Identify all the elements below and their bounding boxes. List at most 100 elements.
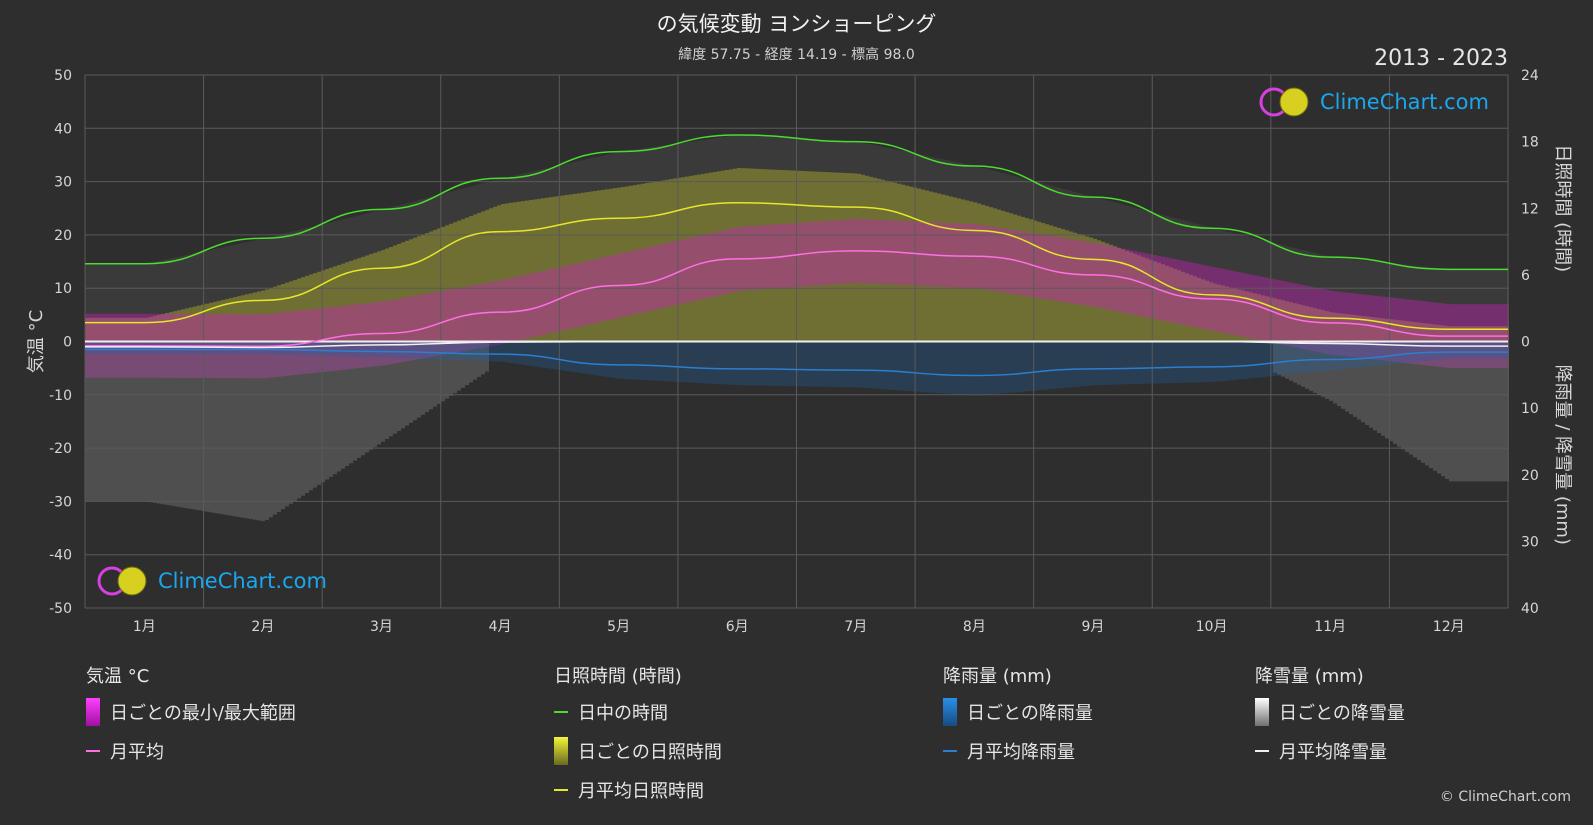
rain-daily-bar [709, 341, 713, 384]
snow-daily-bar [1337, 341, 1341, 407]
sunshine-daily-bar [1477, 326, 1481, 342]
rain-daily-bar [1149, 341, 1153, 384]
sunshine-daily-bar [817, 171, 821, 342]
daylight-band [1493, 269, 1497, 342]
temp-range-bar [473, 285, 477, 350]
sunshine-daily-bar [1313, 308, 1317, 342]
temp-range-bar [529, 273, 533, 338]
rain-daily-bar [1497, 341, 1501, 359]
snow-daily-bar [1353, 341, 1357, 417]
sunshine-daily-bar [529, 200, 533, 342]
rain-daily-bar [1093, 341, 1097, 386]
rain-daily-bar [741, 341, 745, 386]
rain-daily-bar [109, 341, 113, 355]
rain-daily-bar [977, 341, 981, 396]
sunshine-daily-bar [613, 188, 617, 342]
sunshine-daily-bar [85, 317, 89, 342]
temp-range-bar [453, 288, 457, 353]
temp-range-bar [1177, 259, 1181, 324]
daylight-band [213, 248, 217, 342]
y-right-hours-tick-label: 18 [1521, 135, 1539, 151]
daylight-band [249, 241, 253, 342]
snow-daily-bar [465, 341, 469, 386]
temp-range-bar [1353, 293, 1357, 358]
rain-daily-bar [829, 341, 833, 387]
sunshine-daily-bar [1205, 280, 1209, 342]
rain-daily-bar [521, 341, 525, 365]
snow-daily-bar [1397, 341, 1401, 447]
sunshine-daily-bar [1309, 307, 1313, 342]
rain-daily-bar [637, 341, 641, 380]
temp-range-bar [1125, 249, 1129, 314]
sunshine-daily-bar [161, 313, 165, 342]
rain-daily-bar [433, 341, 437, 360]
daylight-band [173, 257, 177, 342]
temp-range-bar [493, 281, 497, 346]
snow-daily-bar [369, 341, 373, 450]
daylight-band [1353, 259, 1357, 342]
snow-daily-bar [485, 341, 489, 372]
rain-daily-bar [1465, 341, 1469, 359]
snow-daily-bar [325, 341, 329, 480]
sunshine-daily-bar [113, 317, 117, 342]
snow-daily-bar [473, 341, 477, 380]
rain-daily-bar [845, 341, 849, 388]
temp-range-bar [293, 311, 297, 376]
rain-daily-bar [669, 341, 673, 382]
rain-daily-bar [485, 341, 489, 362]
sunshine-daily-bar [973, 202, 977, 342]
temp-range-bar [513, 277, 517, 342]
rain-daily-bar [1401, 341, 1405, 364]
sunshine-daily-bar [321, 270, 325, 342]
sunshine-daily-swatch [554, 736, 568, 765]
temp-range-bar [1321, 289, 1325, 353]
sunshine-daily-bar [993, 208, 997, 342]
temp-range-bar [401, 298, 405, 362]
rain-daily-bar [169, 341, 173, 355]
sunshine-daily-bar [149, 316, 153, 342]
daylight-band [261, 238, 265, 342]
temp-range-bar [637, 249, 641, 314]
temp-range-bar [1325, 289, 1329, 354]
sunshine-daily-bar [893, 182, 897, 342]
rain-daily-bar [553, 341, 557, 370]
sunshine-daily-bar [465, 217, 469, 342]
sunshine-daily-bar [393, 245, 397, 342]
sunshine-daily-bar [217, 300, 221, 342]
sunshine-daily-bar [841, 172, 845, 342]
daylight-band [1461, 269, 1465, 342]
temp-range-bar [1429, 301, 1433, 366]
rain-daily-bar [409, 341, 413, 359]
temp-range-bar [393, 299, 397, 364]
temp-range-bar [1409, 299, 1413, 364]
rain-daily-bar [441, 341, 445, 360]
sunshine-daily-bar [229, 298, 233, 342]
rain-daily-bar [1501, 341, 1505, 359]
rain-daily-bar [661, 341, 665, 382]
sunshine-daily-bar [609, 188, 613, 342]
sunshine-daily-bar [657, 181, 661, 342]
sunshine-daily-bar [877, 178, 881, 342]
temp-range-bar [1021, 231, 1025, 296]
rain-daily-bar [141, 341, 145, 355]
rain-daily-bar [1241, 341, 1245, 380]
legend-sun-title: 日照時間 (時間) [554, 666, 682, 687]
daylight-band [85, 263, 89, 342]
snow-daily-bar [217, 341, 221, 514]
rain-daily-bar [477, 341, 481, 361]
temp-range-bar [1041, 234, 1045, 299]
sunshine-daily-bar [477, 212, 481, 342]
daylight-band [209, 249, 213, 342]
sunshine-daily-bar [1073, 232, 1077, 342]
daylight-band [1329, 256, 1333, 342]
snow-daily-bar [1393, 341, 1397, 444]
sunshine-daily-bar [1285, 301, 1289, 342]
temp-range-bar [765, 225, 769, 289]
sunshine-daily-bar [1173, 268, 1177, 342]
daylight-band [225, 246, 229, 342]
temp-range-bar [613, 254, 617, 319]
sunshine-daily-bar [637, 184, 641, 342]
rain-daily-bar [901, 341, 905, 391]
rain-daily-bar [177, 341, 181, 355]
rain-daily-bar [1373, 341, 1377, 367]
